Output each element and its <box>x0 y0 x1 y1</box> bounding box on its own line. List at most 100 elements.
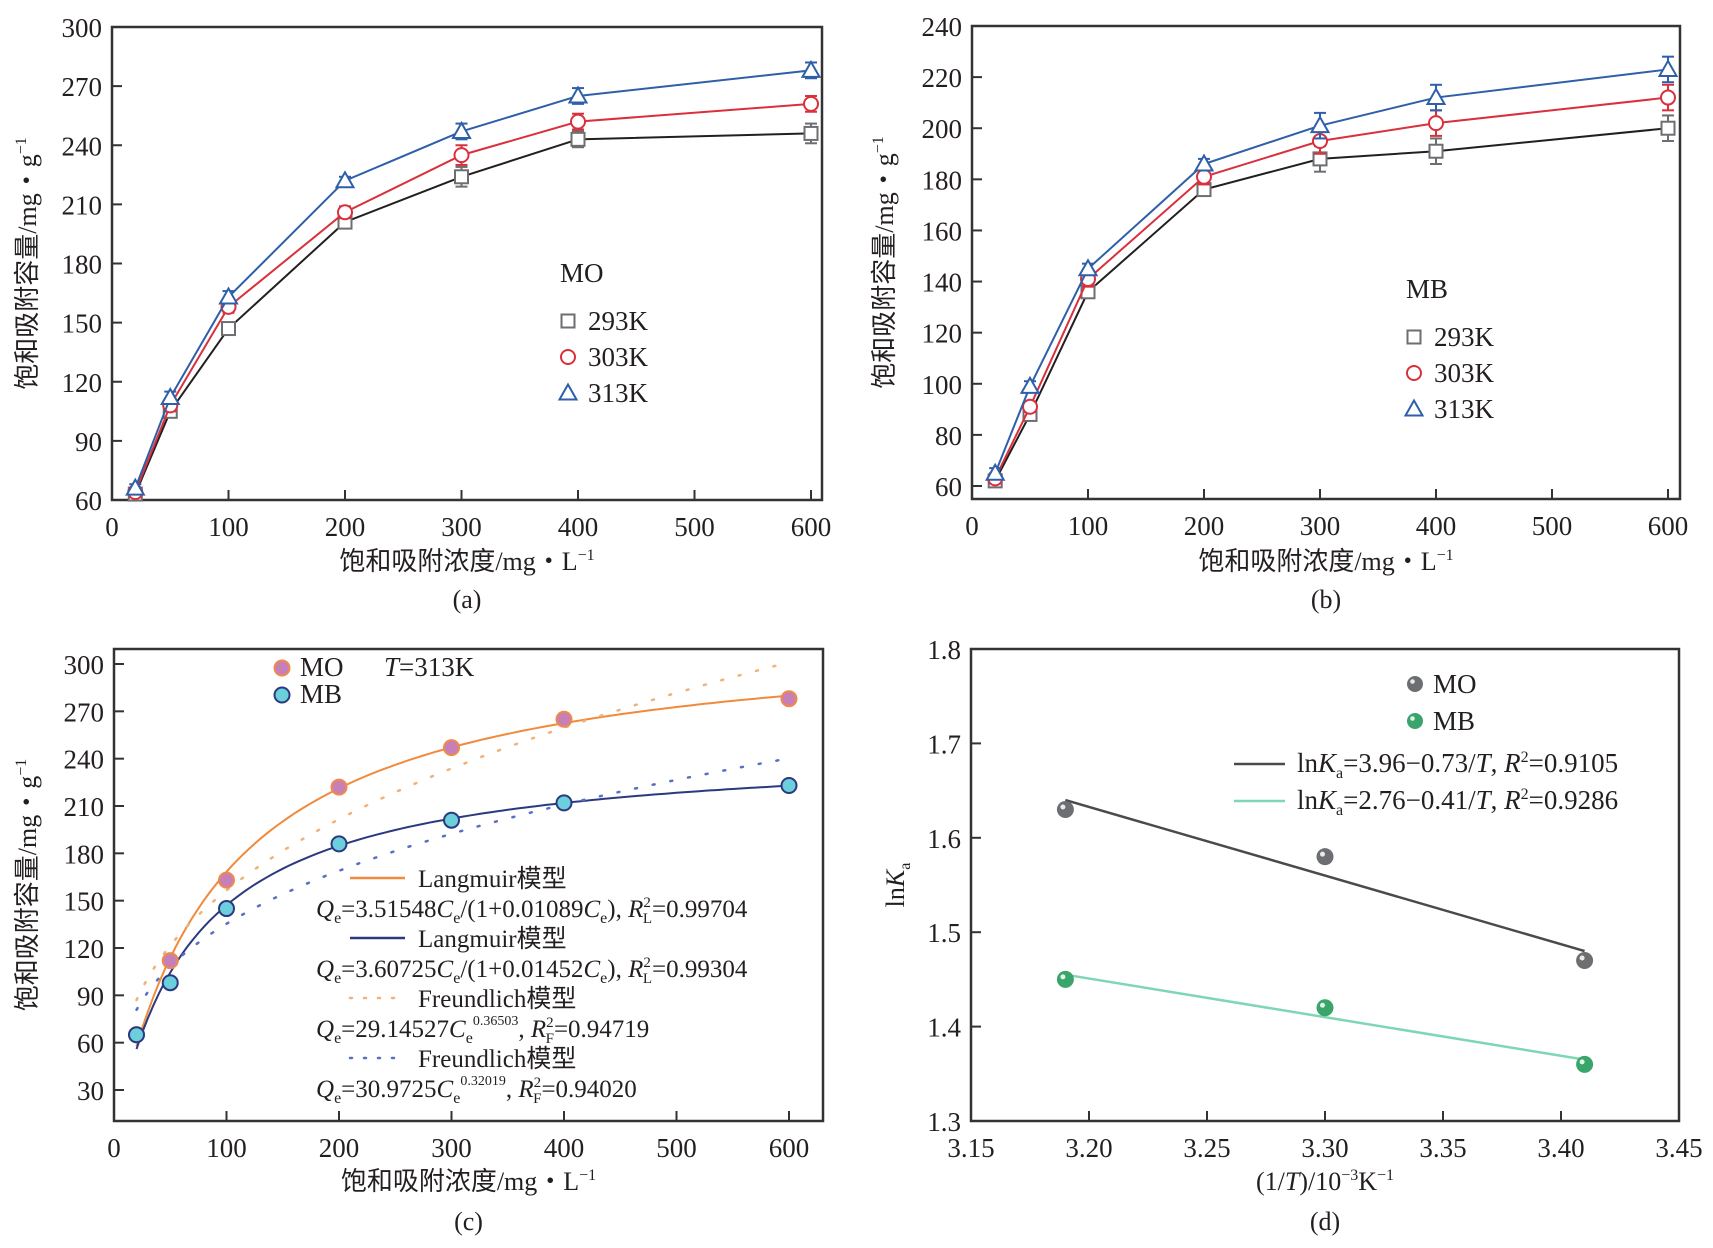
panel-b: 0 100 200 300 400 500 600 60 80 100 120 140 160 180 20… <box>870 12 1688 614</box>
legend-label-MO: MO <box>300 652 344 682</box>
y-axis-title: 饱和吸附容量/mg・g−1 <box>13 137 42 389</box>
series-line-293K <box>134 132 812 495</box>
data-point-highlight <box>1579 1059 1585 1065</box>
legend-label-303K: 303K <box>1434 358 1495 388</box>
y-tick-label: 60 <box>935 472 962 502</box>
x-tick-label: 0 <box>965 511 979 541</box>
y-tick-label: 120 <box>922 319 963 349</box>
x-tick-label: 200 <box>319 1133 360 1163</box>
y-tick-label: 150 <box>64 887 105 917</box>
x-tick-label: 3.40 <box>1537 1133 1584 1163</box>
legend-marker-MB <box>1407 713 1423 729</box>
fit-equation: Qe=3.51548Ce/(1+0.01089Ce), R2 L=0.99704 <box>316 895 748 927</box>
data-point-MO <box>780 690 798 708</box>
data-point-293K <box>1660 120 1676 136</box>
data-point-highlight <box>1579 955 1585 961</box>
y-tick-label: 140 <box>922 268 963 298</box>
data-point-303K <box>453 147 470 164</box>
data-point-303K <box>570 113 586 130</box>
y-tick-label: 240 <box>922 12 963 42</box>
data-point-293K <box>1428 143 1444 159</box>
data-point-highlight <box>1060 974 1066 980</box>
series-line-313K <box>134 69 812 489</box>
legend-label-303K: 303K <box>588 342 649 372</box>
fit-equation: lnKa=2.76−0.41/T, R2=0.9286 <box>1297 785 1618 819</box>
data-point-293K <box>803 125 819 141</box>
fit-legend-model: Langmuir模型 <box>418 925 567 953</box>
y-tick-label: 1.7 <box>927 729 961 759</box>
fit-equation: Qe=30.9725Ce0.32019, R2 F=0.94020 <box>316 1074 637 1107</box>
x-tick-label: 100 <box>206 1133 247 1163</box>
data-point-303K <box>1428 115 1444 132</box>
y-tick-label: 90 <box>75 427 102 457</box>
y-tick-label: 160 <box>922 216 963 246</box>
y-tick-label: 1.8 <box>927 635 961 665</box>
legend-label-293K: 293K <box>1434 322 1495 352</box>
legend-label-293K: 293K <box>588 306 649 336</box>
x-tick-label: 300 <box>441 512 482 542</box>
data-point-303K <box>1022 398 1038 415</box>
x-tick-label: 100 <box>208 512 249 542</box>
series-line-303K <box>134 102 812 493</box>
x-tick-label: 500 <box>656 1133 697 1163</box>
fit-line-MB <box>1065 973 1585 1061</box>
panel-caption: (c) <box>454 1207 483 1236</box>
x-tick-label: 500 <box>674 512 715 542</box>
fit-line-MO <box>1065 798 1585 953</box>
y-tick-label: 100 <box>922 370 963 400</box>
x-axis-title: 饱和吸附浓度/mg・L−1 <box>1198 547 1453 576</box>
x-tick-label: 400 <box>544 1133 585 1163</box>
data-point-MB <box>1056 970 1074 988</box>
data-point-313K <box>1425 87 1447 106</box>
y-tick-label: 220 <box>922 63 963 93</box>
y-tick-label: 270 <box>62 72 103 102</box>
x-tick-label: 3.15 <box>947 1133 994 1163</box>
y-tick-label: 180 <box>64 839 105 869</box>
data-point-293K <box>221 321 236 337</box>
data-point-303K <box>1196 168 1212 185</box>
plot-frame <box>112 647 825 1123</box>
x-tick-label: 0 <box>107 1133 121 1163</box>
data-point-313K <box>451 120 472 139</box>
fit-equation: Qe=3.60725Ce/(1+0.01452Ce), R2 L=0.99304 <box>316 955 748 987</box>
legend-title: MB <box>1406 274 1448 304</box>
y-axis-title: 饱和吸附容量/mg・g−1 <box>13 759 42 1011</box>
x-tick-label: 3.30 <box>1301 1133 1348 1163</box>
data-point-MB <box>128 1026 145 1044</box>
data-point-313K <box>218 286 239 305</box>
y-tick-label: 120 <box>62 368 103 398</box>
series-line-303K <box>994 96 1669 479</box>
data-point-MB <box>218 900 235 918</box>
data-point-MB <box>330 835 348 853</box>
x-tick-label: 400 <box>558 512 599 542</box>
y-tick-label: 270 <box>64 697 105 727</box>
x-tick-label: 300 <box>1300 511 1341 541</box>
panel-caption: (b) <box>1311 585 1341 614</box>
y-tick-label: 1.6 <box>927 824 961 854</box>
x-tick-label: 600 <box>791 512 832 542</box>
panel-caption: (a) <box>453 585 482 614</box>
fit-curve-langmuir-MO <box>135 694 790 1047</box>
x-tick-label: 500 <box>1532 511 1573 541</box>
fit-curve-freundlich-MB <box>135 757 791 1012</box>
y-tick-label: 60 <box>77 1029 104 1059</box>
y-tick-label: 200 <box>922 114 963 144</box>
x-tick-label: 400 <box>1416 511 1457 541</box>
y-tick-label: 240 <box>62 131 103 161</box>
data-point-303K <box>803 95 819 112</box>
data-point-313K <box>1309 115 1331 134</box>
x-axis-title: (1/T)/10−3K−1 <box>1256 1167 1394 1196</box>
data-point-313K <box>1077 258 1099 277</box>
legend-label-MB: MB <box>300 679 342 709</box>
series-line-293K <box>994 127 1669 482</box>
x-axis-title: 饱和吸附浓度/mg・L−1 <box>341 1167 596 1196</box>
legend-marker-313K <box>1403 398 1425 417</box>
legend-marker-293K <box>560 313 576 329</box>
data-point-313K <box>1657 58 1679 77</box>
x-tick-label: 100 <box>1068 511 1109 541</box>
data-point-303K <box>337 204 353 221</box>
y-tick-label: 1.4 <box>927 1013 961 1043</box>
x-tick-label: 600 <box>769 1133 810 1163</box>
y-tick-label: 180 <box>62 250 103 280</box>
